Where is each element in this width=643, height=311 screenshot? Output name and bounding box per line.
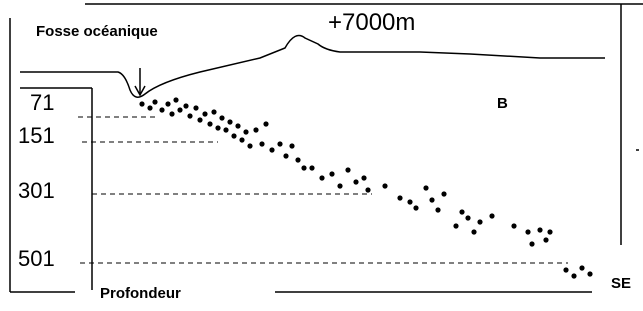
focus-dot bbox=[543, 237, 548, 242]
focus-dot bbox=[579, 265, 584, 270]
focus-dot bbox=[423, 185, 428, 190]
focus-dot bbox=[353, 179, 358, 184]
focus-dot bbox=[529, 241, 534, 246]
trench-label: Fosse océanique bbox=[36, 23, 158, 40]
surface-profile bbox=[20, 36, 605, 98]
focus-dot bbox=[253, 127, 258, 132]
focus-dot bbox=[489, 213, 494, 218]
focus-dot bbox=[441, 191, 446, 196]
focus-dot bbox=[207, 121, 212, 126]
focus-dot bbox=[269, 147, 274, 152]
focus-dot bbox=[215, 125, 220, 130]
focus-dot bbox=[365, 187, 370, 192]
focus-dot bbox=[477, 219, 482, 224]
focus-dot bbox=[471, 229, 476, 234]
focus-dot bbox=[413, 205, 418, 210]
focus-dot bbox=[283, 153, 288, 158]
focus-dot bbox=[243, 129, 248, 134]
focus-dot bbox=[453, 223, 458, 228]
focus-dot bbox=[459, 209, 464, 214]
focus-dot bbox=[361, 175, 366, 180]
depth-lines bbox=[78, 117, 568, 263]
focus-dot bbox=[397, 195, 402, 200]
depth-label: 151 bbox=[18, 123, 55, 148]
focus-dot bbox=[173, 97, 178, 102]
focus-dot bbox=[183, 103, 188, 108]
focus-dot bbox=[382, 183, 387, 188]
focus-dot bbox=[301, 165, 306, 170]
zone-label: B bbox=[497, 95, 508, 112]
focus-dot bbox=[169, 111, 174, 116]
focus-dot bbox=[407, 199, 412, 204]
focus-dot bbox=[277, 141, 282, 146]
focus-dot bbox=[187, 113, 192, 118]
depth-label: 71 bbox=[30, 90, 54, 115]
focus-dot bbox=[289, 143, 294, 148]
depth-label: 301 bbox=[18, 178, 55, 203]
focus-dot bbox=[152, 99, 157, 104]
focus-dot bbox=[563, 267, 568, 272]
axis-label: Profondeur bbox=[100, 285, 181, 302]
focus-dot bbox=[511, 223, 516, 228]
focus-dot bbox=[329, 171, 334, 176]
focus-dot bbox=[147, 105, 152, 110]
focus-dot bbox=[165, 101, 170, 106]
altitude-label: +7000m bbox=[328, 9, 415, 36]
focus-dot bbox=[429, 197, 434, 202]
depth-label: 501 bbox=[18, 246, 55, 271]
focus-dot bbox=[295, 157, 300, 162]
focus-dot bbox=[345, 167, 350, 172]
focus-dot bbox=[525, 229, 530, 234]
focus-dot bbox=[547, 229, 552, 234]
focus-dot bbox=[435, 207, 440, 212]
focus-dot bbox=[259, 141, 264, 146]
focus-dot bbox=[263, 121, 268, 126]
focus-dot bbox=[231, 133, 236, 138]
focus-dot bbox=[537, 227, 542, 232]
focus-dot bbox=[309, 165, 314, 170]
focus-dot bbox=[202, 111, 207, 116]
direction-label: SE bbox=[611, 275, 631, 292]
focus-dot bbox=[197, 117, 202, 122]
focus-dot bbox=[193, 105, 198, 110]
focus-dot bbox=[177, 107, 182, 112]
focus-dot bbox=[227, 119, 232, 124]
focus-dot bbox=[571, 273, 576, 278]
focus-dot bbox=[319, 175, 324, 180]
earthquake-foci bbox=[139, 97, 592, 278]
focus-dot bbox=[219, 115, 224, 120]
focus-dot bbox=[239, 137, 244, 142]
focus-dot bbox=[223, 127, 228, 132]
diagram: Fosse océanique +7000m B Profondeur SE 7… bbox=[0, 0, 643, 311]
focus-dot bbox=[247, 143, 252, 148]
focus-dot bbox=[337, 183, 342, 188]
focus-dot bbox=[465, 215, 470, 220]
focus-dot bbox=[159, 107, 164, 112]
focus-dot bbox=[235, 123, 240, 128]
frame bbox=[10, 4, 643, 292]
focus-dot bbox=[139, 101, 144, 106]
focus-dot bbox=[211, 109, 216, 114]
focus-dot bbox=[587, 271, 592, 276]
